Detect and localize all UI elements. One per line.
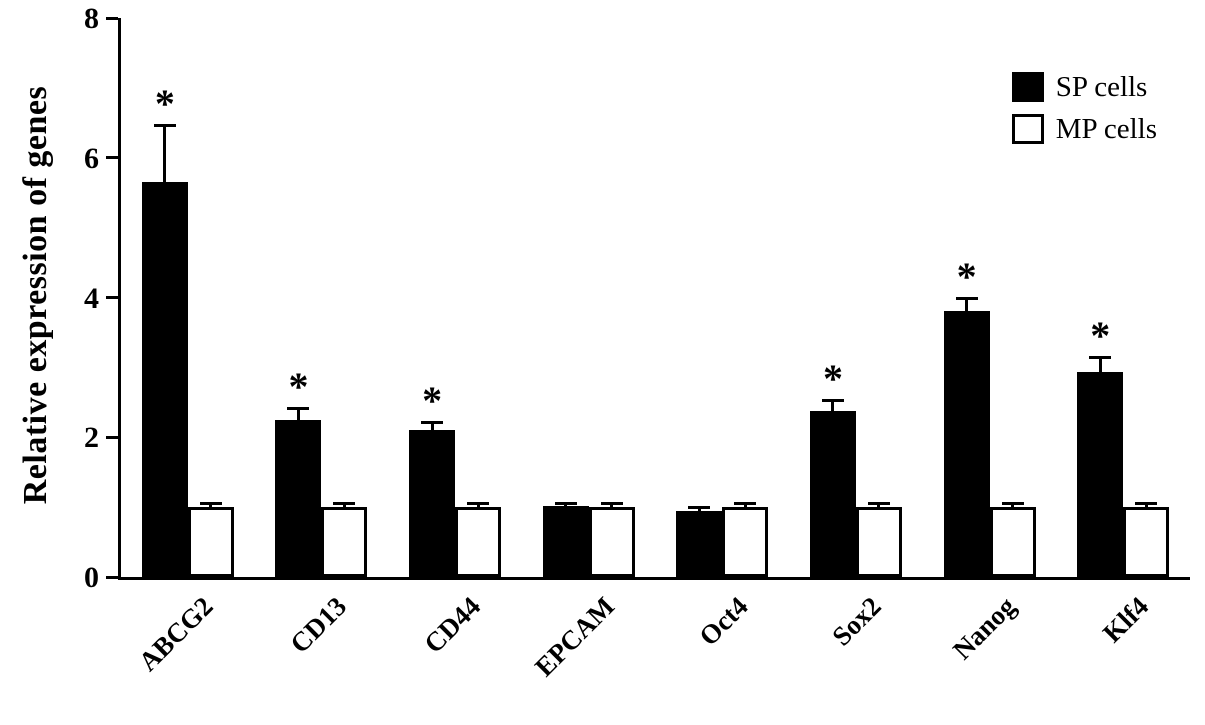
error-bar-stem	[342, 503, 346, 510]
x-axis-label: Oct4	[693, 591, 754, 652]
error-bar-cap	[467, 501, 490, 505]
mp-cells-swatch-icon	[1011, 114, 1044, 144]
x-axis-label: CD13	[284, 591, 353, 659]
bar-mp-cells-oct4	[722, 507, 769, 577]
error-bar-cap	[199, 501, 222, 505]
error-bar-stem	[831, 400, 835, 414]
error-bar-cap	[1089, 356, 1112, 360]
y-axis-tick	[106, 156, 118, 160]
y-axis-tick-label: 2	[84, 421, 99, 455]
legend-label-sp-cells: SP cells	[1055, 70, 1148, 103]
error-bar-cap	[153, 124, 176, 128]
error-bar-cap	[421, 421, 444, 425]
bar-sp-cells-oct4	[676, 510, 723, 577]
significance-asterisk: *	[288, 364, 309, 410]
bar-mp-cells-nanog	[989, 507, 1036, 577]
error-bar-stem	[965, 298, 969, 314]
error-bar-cap	[955, 296, 978, 300]
legend-item-mp-cells: MP cells	[1011, 112, 1157, 145]
error-bar-cap	[333, 501, 356, 505]
error-bar-cap	[867, 501, 890, 505]
error-bar-cap	[1001, 501, 1024, 505]
y-axis-tick	[106, 16, 118, 20]
x-axis-label: Sox2	[826, 591, 888, 652]
error-bar-stem	[743, 503, 747, 510]
error-bar-stem	[1098, 358, 1102, 375]
error-bar-stem	[877, 503, 881, 510]
error-bar-cap	[821, 398, 844, 402]
error-bar-stem	[1011, 503, 1015, 510]
bar-sp-cells-klf4	[1077, 372, 1124, 577]
y-axis-tick-label: 8	[84, 2, 99, 35]
error-bar-stem	[610, 503, 614, 510]
x-axis-label: CD44	[418, 591, 487, 659]
error-bar-stem	[1144, 503, 1148, 510]
significance-asterisk: *	[956, 253, 977, 299]
y-axis-tick	[106, 296, 118, 299]
bar-sp-cells-sox2	[809, 411, 856, 577]
legend: SP cells MP cells	[1011, 70, 1157, 145]
bar-mp-cells-cd44	[455, 507, 502, 577]
bar-sp-cells-cd44	[409, 430, 456, 577]
significance-asterisk: *	[1090, 313, 1111, 359]
error-bar-stem	[476, 503, 480, 510]
error-bar-stem	[430, 423, 434, 433]
error-bar-stem	[564, 503, 568, 508]
error-bar-cap	[554, 501, 577, 505]
bar-mp-cells-epcam	[588, 507, 635, 577]
bar-sp-cells-abcg2	[141, 182, 188, 577]
y-axis-tick	[106, 435, 118, 439]
x-axis-label: ABCG2	[133, 591, 220, 677]
y-axis-tick-label: 6	[84, 141, 99, 175]
significance-asterisk: *	[822, 355, 843, 401]
x-axis-label: EPCAM	[528, 591, 620, 683]
error-bar-cap	[1135, 501, 1158, 505]
y-axis-tick-label: 0	[84, 561, 99, 594]
significance-asterisk: *	[154, 81, 175, 127]
significance-asterisk: *	[422, 378, 443, 424]
error-bar-cap	[734, 501, 757, 505]
sp-cells-swatch-icon	[1011, 72, 1044, 102]
plot-area: 0 2 4 6 8 * ABCG2 * CD13 * CD44 EPCAM Oct4 * Sox2 * Nano…	[84, 4, 1190, 682]
legend-label-mp-cells: MP cells	[1055, 112, 1157, 145]
error-bar-stem	[163, 126, 167, 185]
y-axis-tick-label: 4	[84, 281, 99, 315]
error-bar-cap	[287, 407, 310, 411]
bar-mp-cells-abcg2	[187, 507, 234, 577]
error-bar-cap	[600, 501, 623, 505]
legend-item-sp-cells: SP cells	[1011, 70, 1157, 103]
error-bar-stem	[296, 409, 300, 422]
bar-sp-cells-cd13	[275, 419, 322, 577]
y-axis-tick	[106, 575, 118, 579]
error-bar-stem	[209, 503, 213, 510]
bar-sp-cells-epcam	[542, 505, 589, 577]
bar-sp-cells-nanog	[943, 311, 990, 577]
bar-mp-cells-sox2	[855, 507, 902, 577]
x-axis-label: Klf4	[1097, 591, 1155, 649]
x-axis-label: Nanog	[946, 591, 1021, 666]
error-bar-cap	[688, 505, 711, 509]
bar-mp-cells-cd13	[321, 507, 368, 577]
bar-mp-cells-klf4	[1123, 507, 1170, 577]
error-bar-stem	[697, 507, 701, 513]
